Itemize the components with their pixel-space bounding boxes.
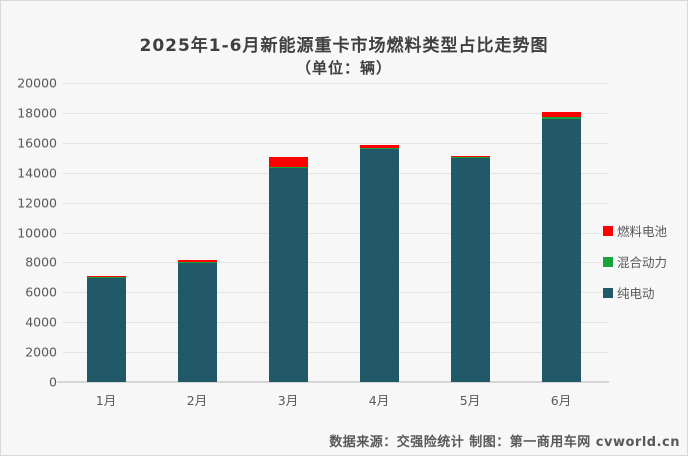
bar-1月 bbox=[87, 276, 126, 382]
bar-6月 bbox=[542, 112, 581, 382]
x-axis-line bbox=[57, 381, 609, 383]
legend-item: 燃料电池 bbox=[603, 215, 667, 246]
plot-area bbox=[57, 83, 609, 383]
bar-segment bbox=[360, 148, 399, 149]
bar-segment bbox=[451, 157, 490, 158]
legend-label: 燃料电池 bbox=[617, 224, 668, 239]
bar-segment bbox=[178, 263, 217, 382]
y-tick-label: 2000 bbox=[25, 344, 57, 360]
legend-item: 纯电动 bbox=[603, 277, 667, 308]
bar-segment bbox=[542, 112, 581, 117]
y-tick-label: 4000 bbox=[25, 314, 57, 330]
bar-3月 bbox=[269, 157, 308, 382]
x-tick-label: 4月 bbox=[368, 393, 390, 408]
chart-subtitle: （单位：辆） bbox=[295, 59, 392, 77]
bar-segment bbox=[87, 276, 126, 277]
gridline bbox=[63, 322, 609, 324]
legend-label: 纯电动 bbox=[617, 286, 655, 301]
bar-segment bbox=[269, 157, 308, 167]
bar-segment bbox=[87, 277, 126, 278]
gridline bbox=[63, 292, 609, 294]
x-tick-label: 5月 bbox=[459, 393, 481, 408]
bar-segment bbox=[178, 260, 217, 262]
y-tick-label: 20000 bbox=[17, 75, 57, 91]
y-tick-label: 14000 bbox=[17, 165, 57, 181]
bar-segment bbox=[451, 158, 490, 382]
gridline bbox=[63, 202, 609, 204]
gridline bbox=[63, 142, 609, 144]
x-axis: 1月 2月 3月 4月 5月 6月 bbox=[63, 390, 609, 410]
y-tick-label: 10000 bbox=[17, 225, 57, 240]
bar-segment bbox=[360, 145, 399, 148]
y-tick-label: 6000 bbox=[25, 284, 57, 300]
bar-segment bbox=[542, 119, 581, 382]
y-axis: 0 2000 4000 6000 8000 10000 12000 14000 16000 180… bbox=[1, 76, 57, 390]
bar-2月 bbox=[178, 260, 217, 382]
x-tick-label: 1月 bbox=[95, 393, 117, 408]
gridline bbox=[63, 172, 609, 174]
y-tick-label: 16000 bbox=[17, 135, 57, 151]
gridline bbox=[63, 112, 609, 114]
legend-label: 混合动力 bbox=[617, 255, 668, 270]
y-tick-label: 18000 bbox=[17, 105, 57, 121]
gridline bbox=[63, 262, 609, 264]
chart-title: 2025年1-6月新能源重卡市场燃料类型占比走势图 bbox=[139, 36, 549, 56]
y-tick-label: 0 bbox=[49, 374, 57, 390]
bar-segment bbox=[360, 149, 399, 382]
bar-segment bbox=[542, 117, 581, 119]
gridline bbox=[63, 352, 609, 354]
gridline bbox=[63, 232, 609, 234]
legend-swatch-icon bbox=[603, 225, 613, 236]
bar-4月 bbox=[360, 145, 399, 382]
bar-5月 bbox=[451, 156, 490, 382]
bar-segment bbox=[269, 168, 308, 382]
x-tick-label: 3月 bbox=[277, 393, 299, 408]
bar-segment bbox=[269, 167, 308, 168]
y-tick-label: 12000 bbox=[17, 195, 57, 211]
x-tick-label: 6月 bbox=[550, 393, 572, 408]
bar-segment bbox=[178, 262, 217, 263]
legend-item: 混合动力 bbox=[603, 246, 667, 277]
x-tick-label: 2月 bbox=[186, 393, 208, 408]
legend-swatch-icon bbox=[603, 256, 613, 267]
bar-segment bbox=[87, 278, 126, 382]
gridline bbox=[63, 83, 609, 84]
y-tick-label: 8000 bbox=[25, 254, 57, 270]
source-note: 数据来源：交强险统计 制图：第一商用车网 cvworld.cn bbox=[329, 435, 680, 450]
bar-segment bbox=[451, 156, 490, 157]
legend: 燃料电池混合动力纯电动 bbox=[603, 215, 667, 308]
legend-swatch-icon bbox=[603, 287, 613, 298]
